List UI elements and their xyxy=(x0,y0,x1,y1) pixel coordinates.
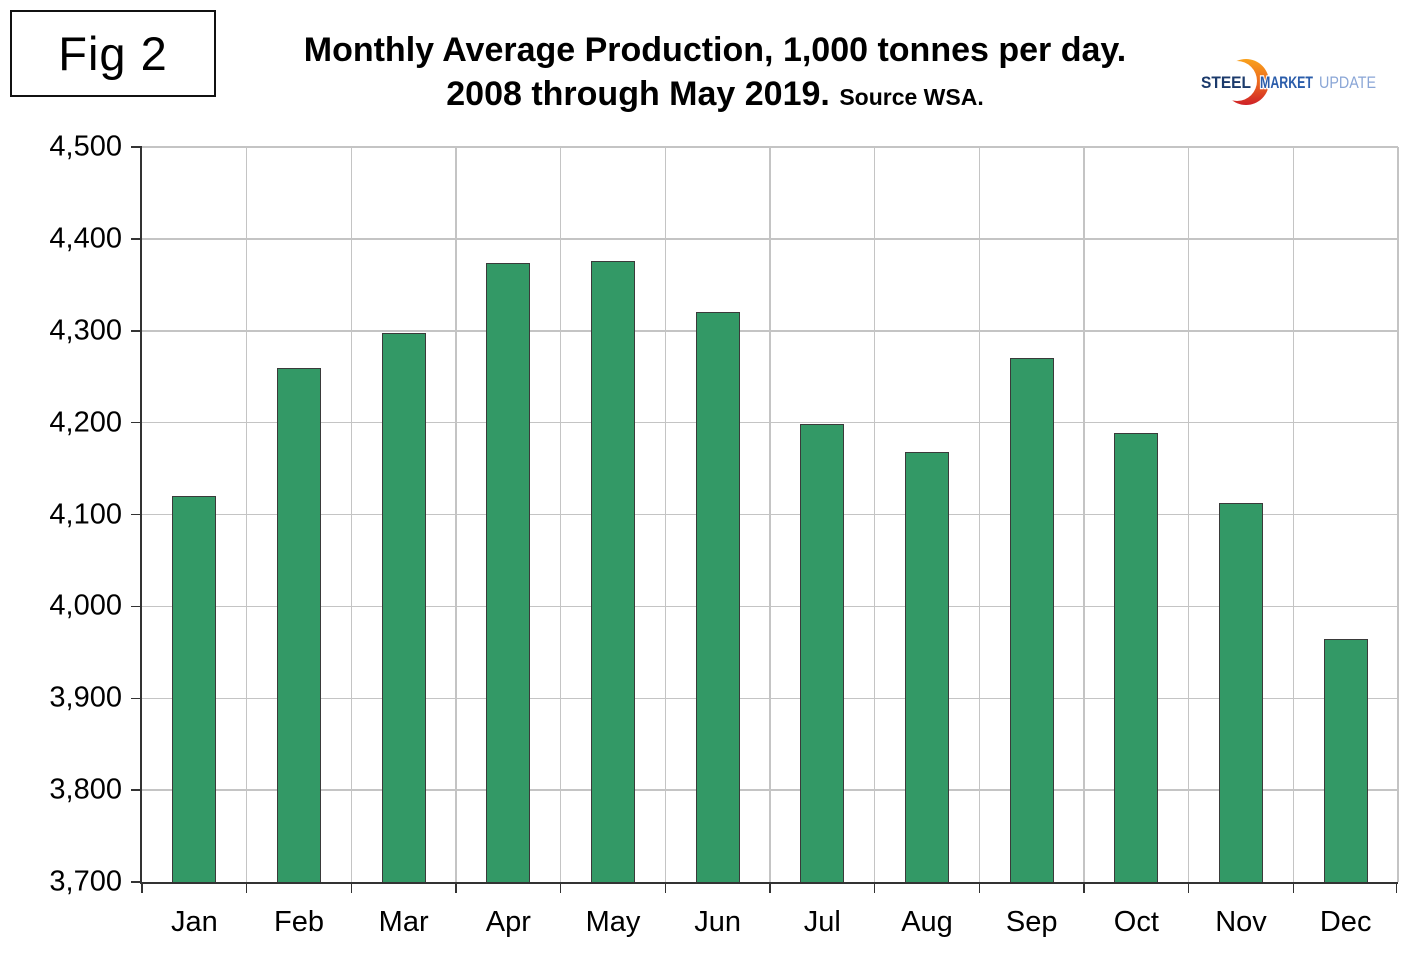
chart-title-line2: 2008 through May 2019. Source WSA. xyxy=(240,73,1190,116)
x-gridline xyxy=(455,147,457,882)
x-axis-label-feb: Feb xyxy=(274,906,324,938)
y-axis-tick-label: 4,000 xyxy=(49,589,122,622)
logo-word-market: MARKET xyxy=(1260,73,1313,92)
y-axis-tick-label: 4,100 xyxy=(49,498,122,530)
x-axis-label-apr: Apr xyxy=(485,906,531,938)
bar-aug xyxy=(905,452,949,882)
x-axis-tick xyxy=(769,882,771,893)
chart-title-block: Monthly Average Production, 1,000 tonnes… xyxy=(240,28,1190,115)
y-axis-tick xyxy=(131,238,142,240)
chart-title-line2-text: 2008 through May 2019. xyxy=(446,74,830,113)
x-axis-label-dec: Dec xyxy=(1319,906,1372,938)
y-axis-tick-label: 3,800 xyxy=(49,773,122,806)
x-gridline xyxy=(1187,147,1190,882)
x-gridline xyxy=(245,147,248,882)
y-axis-tick xyxy=(131,881,142,883)
x-gridline xyxy=(978,147,981,882)
x-axis-tick xyxy=(978,882,981,893)
bar-jul xyxy=(800,424,845,882)
y-axis-tick xyxy=(131,146,142,148)
y-axis-tick xyxy=(131,697,142,699)
x-axis-label-oct: Oct xyxy=(1113,906,1159,938)
bar-jan xyxy=(172,496,217,882)
x-axis-tick xyxy=(1292,882,1295,893)
x-gridline xyxy=(1397,147,1399,882)
x-gridline xyxy=(350,147,353,882)
y-axis-tick xyxy=(131,605,142,608)
figure-label-box: Fig 2 xyxy=(10,10,216,97)
y-axis-tick-label: 4,500 xyxy=(49,130,122,163)
x-gridline xyxy=(1083,147,1085,882)
x-axis-tick xyxy=(559,882,562,893)
x-axis-label-aug: Aug xyxy=(901,906,953,938)
bar-chart-plot-area: 3,700 3,800 3,900 4,000 4,100 4,200 4,300 4,400… xyxy=(49,131,1399,938)
x-axis-tick xyxy=(664,882,667,893)
logo-word-steel: STEEL xyxy=(1201,73,1251,92)
x-axis-label-may: May xyxy=(585,906,641,938)
y-axis-tick-label: 3,700 xyxy=(49,865,122,898)
x-axis-label-jul: Jul xyxy=(803,906,841,938)
x-axis-label-nov: Nov xyxy=(1215,906,1267,938)
x-axis-label-sep: Sep xyxy=(1005,906,1058,938)
y-axis-tick xyxy=(131,330,142,332)
bar-apr xyxy=(486,262,531,882)
chart-title-line1: Monthly Average Production, 1,000 tonnes… xyxy=(303,31,1127,69)
x-gridline xyxy=(873,147,876,882)
bar-feb xyxy=(277,367,321,882)
x-axis-tick xyxy=(245,882,248,893)
logo-crescent-icon: STEEL MARKET UPDATE xyxy=(1200,59,1376,105)
x-axis-tick xyxy=(1187,882,1190,893)
x-gridline xyxy=(664,147,667,882)
x-axis-tick xyxy=(350,882,353,893)
bar-mar xyxy=(381,332,426,882)
x-axis-tick xyxy=(1083,882,1085,893)
y-axis-tick xyxy=(131,789,142,791)
figure-label: Fig 2 xyxy=(58,27,168,80)
x-axis-tick xyxy=(455,882,457,893)
y-axis-tick xyxy=(131,513,142,516)
bar-nov xyxy=(1219,502,1263,882)
y-axis-tick-label: 4,400 xyxy=(49,222,122,255)
y-axis-tick xyxy=(131,421,142,424)
bar-oct xyxy=(1114,432,1159,882)
y-axis-tick-label: 4,300 xyxy=(49,314,122,347)
bar-dec xyxy=(1323,638,1368,882)
x-gridline xyxy=(1292,147,1295,882)
bar-sep xyxy=(1009,358,1054,882)
x-axis-tick xyxy=(873,882,876,893)
x-axis-label-jun: Jun xyxy=(694,906,742,938)
y-axis-tick-label: 3,900 xyxy=(49,681,122,714)
logo-word-update: UPDATE xyxy=(1319,73,1376,92)
steel-market-update-logo: STEEL MARKET UPDATE xyxy=(1198,55,1393,109)
x-axis-label-jan: Jan xyxy=(170,906,218,938)
x-gridline xyxy=(559,147,562,882)
x-axis-label-mar: Mar xyxy=(378,906,429,938)
y-axis-tick-label: 4,200 xyxy=(49,406,122,439)
x-gridline xyxy=(769,147,771,882)
chart-source: Source WSA. xyxy=(839,83,984,110)
x-axis-tick xyxy=(141,882,143,893)
x-axis-tick xyxy=(1395,882,1398,893)
bar-jun xyxy=(695,312,740,882)
bar-may xyxy=(591,260,635,882)
